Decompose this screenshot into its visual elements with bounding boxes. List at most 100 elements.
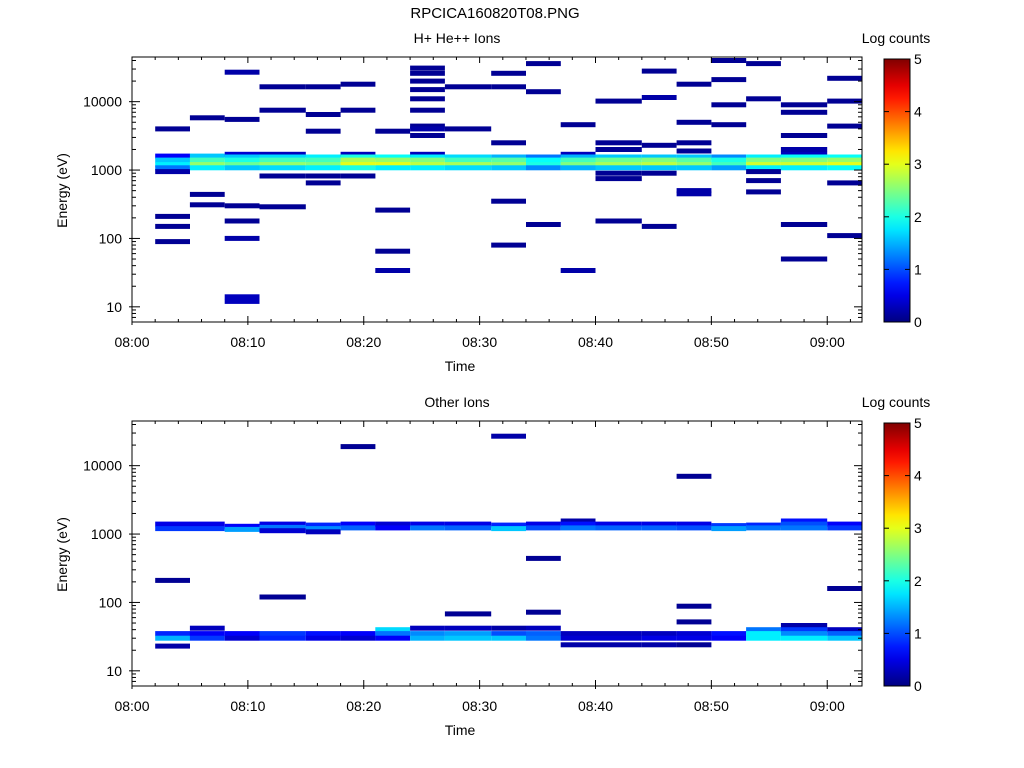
heatmap-bin	[746, 525, 781, 531]
colorbar-tick-label: 3	[914, 520, 922, 536]
heatmap-bin	[259, 107, 306, 113]
heatmap-bin	[189, 165, 225, 171]
heatmap-bin	[340, 521, 376, 527]
heatmap-bin	[780, 151, 828, 157]
heatmap-bin	[410, 521, 445, 527]
heatmap-bin	[491, 242, 526, 248]
heatmap-bin	[340, 173, 376, 179]
heatmap-bin	[491, 631, 526, 637]
heatmap-bin	[444, 84, 492, 90]
heatmap-bin	[491, 157, 526, 163]
heatmap-bin	[526, 609, 561, 615]
heatmap-bin	[526, 521, 561, 527]
heatmap-bin	[444, 154, 492, 160]
x-axis-label: Time	[445, 358, 476, 374]
heatmap-bin	[189, 115, 225, 121]
heatmap-bin	[827, 157, 862, 163]
heatmap-bin	[560, 631, 596, 637]
heatmap-bin	[410, 635, 445, 641]
heatmap-bin	[224, 635, 260, 641]
heatmap-bin	[155, 213, 190, 219]
colorbar-tick-label: 1	[914, 261, 922, 277]
heatmap-bin	[676, 631, 712, 637]
heatmap-bin	[560, 635, 596, 641]
colorbar-tick-label: 1	[914, 625, 922, 641]
heatmap-bin	[410, 126, 445, 132]
heatmap-bin	[305, 180, 341, 186]
heatmap-bin	[305, 631, 341, 637]
heatmap-bin	[526, 635, 561, 641]
y-tick-label: 100	[99, 230, 123, 246]
heatmap-bin	[595, 98, 642, 104]
heatmap-bin	[224, 69, 260, 75]
heatmap-bin	[560, 521, 596, 527]
heatmap-bin	[375, 268, 411, 273]
heatmap-bin	[780, 521, 828, 527]
heatmap-bin	[827, 165, 862, 171]
heatmap-bin	[526, 154, 561, 160]
heatmap-bin	[827, 586, 862, 591]
heatmap-bin	[780, 102, 828, 108]
heatmap-bin	[746, 631, 781, 637]
heatmap-bin	[305, 529, 341, 535]
heatmap-bin	[305, 173, 341, 179]
heatmap-bin	[641, 525, 677, 531]
heatmap-bin	[827, 162, 862, 168]
heatmap-bin	[676, 619, 712, 625]
heatmap-bin	[526, 162, 561, 168]
colorbar-gradient	[883, 58, 911, 323]
plot-frame	[131, 420, 863, 687]
heatmap-bin	[224, 157, 260, 163]
heatmap-bin	[410, 154, 445, 160]
heatmap-bin	[827, 627, 862, 633]
heatmap-bin	[711, 102, 747, 108]
heatmap-bin	[410, 151, 445, 157]
colorbar-tick-label: 2	[914, 209, 922, 225]
heatmap-bin	[595, 157, 642, 163]
heatmap-bin	[711, 77, 747, 83]
heatmap-bin	[827, 631, 862, 637]
heatmap-bin	[340, 81, 376, 87]
heatmap-bin	[746, 61, 781, 67]
heatmap-bin	[224, 294, 260, 300]
heatmap-bin	[780, 627, 828, 633]
heatmap-bin	[491, 165, 526, 171]
heatmap-bin	[444, 635, 492, 641]
heatmap-bin	[259, 173, 306, 179]
colorbar-tick-label: 0	[914, 314, 922, 330]
heatmap-bin	[526, 631, 561, 637]
heatmap-bin	[676, 157, 712, 163]
heatmap-bin	[491, 198, 526, 204]
heatmap-bin	[641, 68, 677, 74]
heatmap-bin	[641, 223, 677, 229]
heatmap-bin	[746, 96, 781, 102]
heatmap-bin	[676, 119, 712, 125]
heatmap-bin	[560, 642, 596, 648]
x-tick-label: 09:00	[810, 334, 845, 350]
heatmap-bin	[676, 162, 712, 168]
heatmap-bin	[780, 518, 828, 524]
x-tick-label: 08:50	[694, 698, 729, 714]
heatmap-bin	[375, 525, 411, 531]
heatmap-bin	[410, 65, 445, 71]
heatmap-bin	[560, 162, 596, 168]
heatmap-bin	[259, 162, 306, 168]
plot-frame	[131, 56, 863, 323]
heatmap-bin	[259, 631, 306, 637]
y-tick-label: 10000	[83, 94, 122, 110]
heatmap-bin	[641, 631, 677, 637]
heatmap-bin	[305, 165, 341, 171]
heatmap-bin	[827, 635, 862, 641]
heatmap-bin	[595, 631, 642, 637]
x-tick-label: 08:50	[694, 334, 729, 350]
heatmap-bin	[340, 631, 376, 637]
heatmap-bin	[224, 154, 260, 160]
heatmap-bin	[340, 635, 376, 641]
heatmap-bin	[444, 611, 492, 617]
heatmap-bin	[676, 635, 712, 641]
heatmap-bin	[444, 157, 492, 163]
heatmap-bin	[641, 642, 677, 648]
heatmap-bin	[676, 642, 712, 648]
heatmap-bin	[746, 627, 781, 633]
heatmap-bin	[595, 642, 642, 648]
